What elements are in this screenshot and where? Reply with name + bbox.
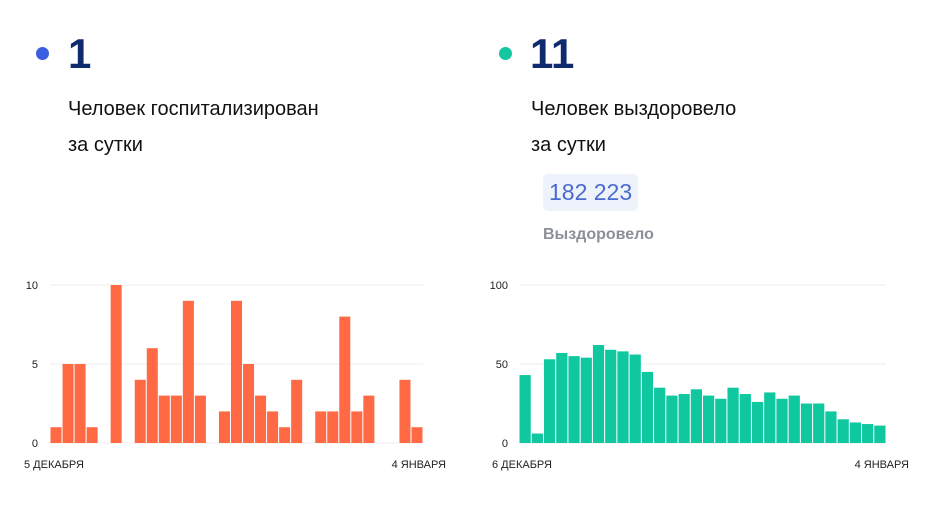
recov-bar: [617, 351, 629, 443]
hosp-bar: [194, 395, 206, 443]
recov-x-end-label: 4 ЯНВАРЯ: [855, 459, 909, 471]
recov-bar: [556, 352, 568, 443]
hosp-bar: [255, 395, 267, 443]
recov-y-tick-label: 50: [496, 359, 508, 371]
hosp-bar: [74, 364, 86, 443]
hosp-bar: [351, 411, 363, 443]
hosp-bar: [182, 300, 194, 443]
hosp-bar: [50, 427, 62, 443]
recovered-bar-chart: 0 50 100 6 ДЕКАБРЯ 4 ЯНВАРЯ: [490, 280, 909, 471]
hosp-bar: [110, 285, 122, 443]
recov-x-start-label: 6 ДЕКАБРЯ: [492, 459, 552, 471]
recov-bar: [874, 425, 886, 443]
recov-bar: [654, 387, 666, 443]
recov-bar: [715, 398, 727, 443]
hosp-bar: [267, 411, 279, 443]
recov-bar: [751, 401, 764, 443]
hospitalized-caption-line2: за сутки: [68, 134, 143, 156]
recovered-caption: Человек выздоровело за сутки: [531, 91, 891, 163]
hosp-bar: [134, 379, 146, 443]
recov-bar: [666, 395, 678, 443]
recov-bar: [629, 354, 641, 443]
recovered-panel: 11 Человек выздоровело за сутки 182 223 …: [472, 0, 944, 512]
recovered-total-badge: 182 223: [543, 174, 639, 211]
hospitalized-caption: Человек госпитализирован за сутки: [68, 91, 428, 163]
hospitalized-panel: 1 Человек госпитализирован за сутки 0 5 10…: [24, 30, 446, 472]
recovered-caption-line1: Человек выздоровело: [531, 98, 737, 120]
recov-bar: [825, 411, 837, 443]
hosp-bar: [146, 348, 158, 443]
hosp-bar: [291, 379, 303, 443]
hosp-bar: [411, 427, 423, 443]
recovered-dot-icon: [499, 47, 512, 60]
hosp-bar: [315, 411, 327, 443]
recov-bar: [592, 345, 605, 443]
hospitalized-count: 1: [68, 30, 92, 77]
recov-bar: [580, 357, 592, 443]
hosp-y-tick-label: 0: [32, 438, 38, 450]
hosp-x-start-label: 5 ДЕКАБРЯ: [24, 459, 84, 471]
recov-bar: [727, 387, 739, 443]
recov-bar: [543, 359, 556, 443]
hosp-bar: [243, 364, 255, 443]
hosp-bar: [279, 427, 291, 443]
hosp-x-end-label: 4 ЯНВАРЯ: [392, 459, 446, 471]
recov-bar: [788, 395, 800, 443]
recov-bar: [739, 394, 751, 443]
recov-bar: [690, 389, 702, 443]
recov-bar: [531, 433, 543, 443]
recov-bar: [605, 349, 617, 443]
hosp-bar: [339, 316, 351, 443]
recov-bar: [837, 419, 849, 443]
recov-bar: [641, 371, 654, 443]
hospitalized-caption-line1: Человек госпитализирован: [68, 98, 319, 120]
recov-bar: [678, 394, 690, 443]
hospitalized-bar-chart: 0 5 10 5 ДЕКАБРЯ 4 ЯНВАРЯ: [24, 280, 446, 471]
hosp-bar: [158, 395, 170, 443]
hosp-bar: [363, 395, 375, 443]
recov-bar: [800, 403, 813, 443]
recovered-count: 11: [530, 30, 575, 77]
recovered-caption-line2: за сутки: [531, 134, 606, 156]
recov-bar: [568, 356, 580, 443]
hosp-bar: [327, 411, 339, 443]
recov-bar: [776, 398, 788, 443]
recov-bar: [519, 375, 531, 443]
recov-bar: [849, 422, 862, 443]
hosp-bar: [218, 411, 230, 443]
recov-y-tick-label: 100: [490, 280, 508, 292]
hosp-bar: [86, 427, 98, 443]
recov-y-tick-label: 0: [502, 438, 508, 450]
hosp-y-tick-label: 5: [32, 359, 38, 371]
hosp-bar: [170, 395, 182, 443]
hospitalized-dot-icon: [36, 47, 49, 60]
hosp-bar: [230, 300, 243, 443]
recov-bar: [703, 395, 715, 443]
hosp-bar: [399, 379, 411, 443]
recov-bar: [813, 403, 825, 443]
recov-bar: [862, 424, 874, 443]
hosp-y-tick-label: 10: [26, 280, 38, 292]
hosp-bar: [62, 364, 74, 443]
recovered-total-label: Выздоровело: [543, 226, 654, 243]
recov-bar: [764, 392, 776, 443]
